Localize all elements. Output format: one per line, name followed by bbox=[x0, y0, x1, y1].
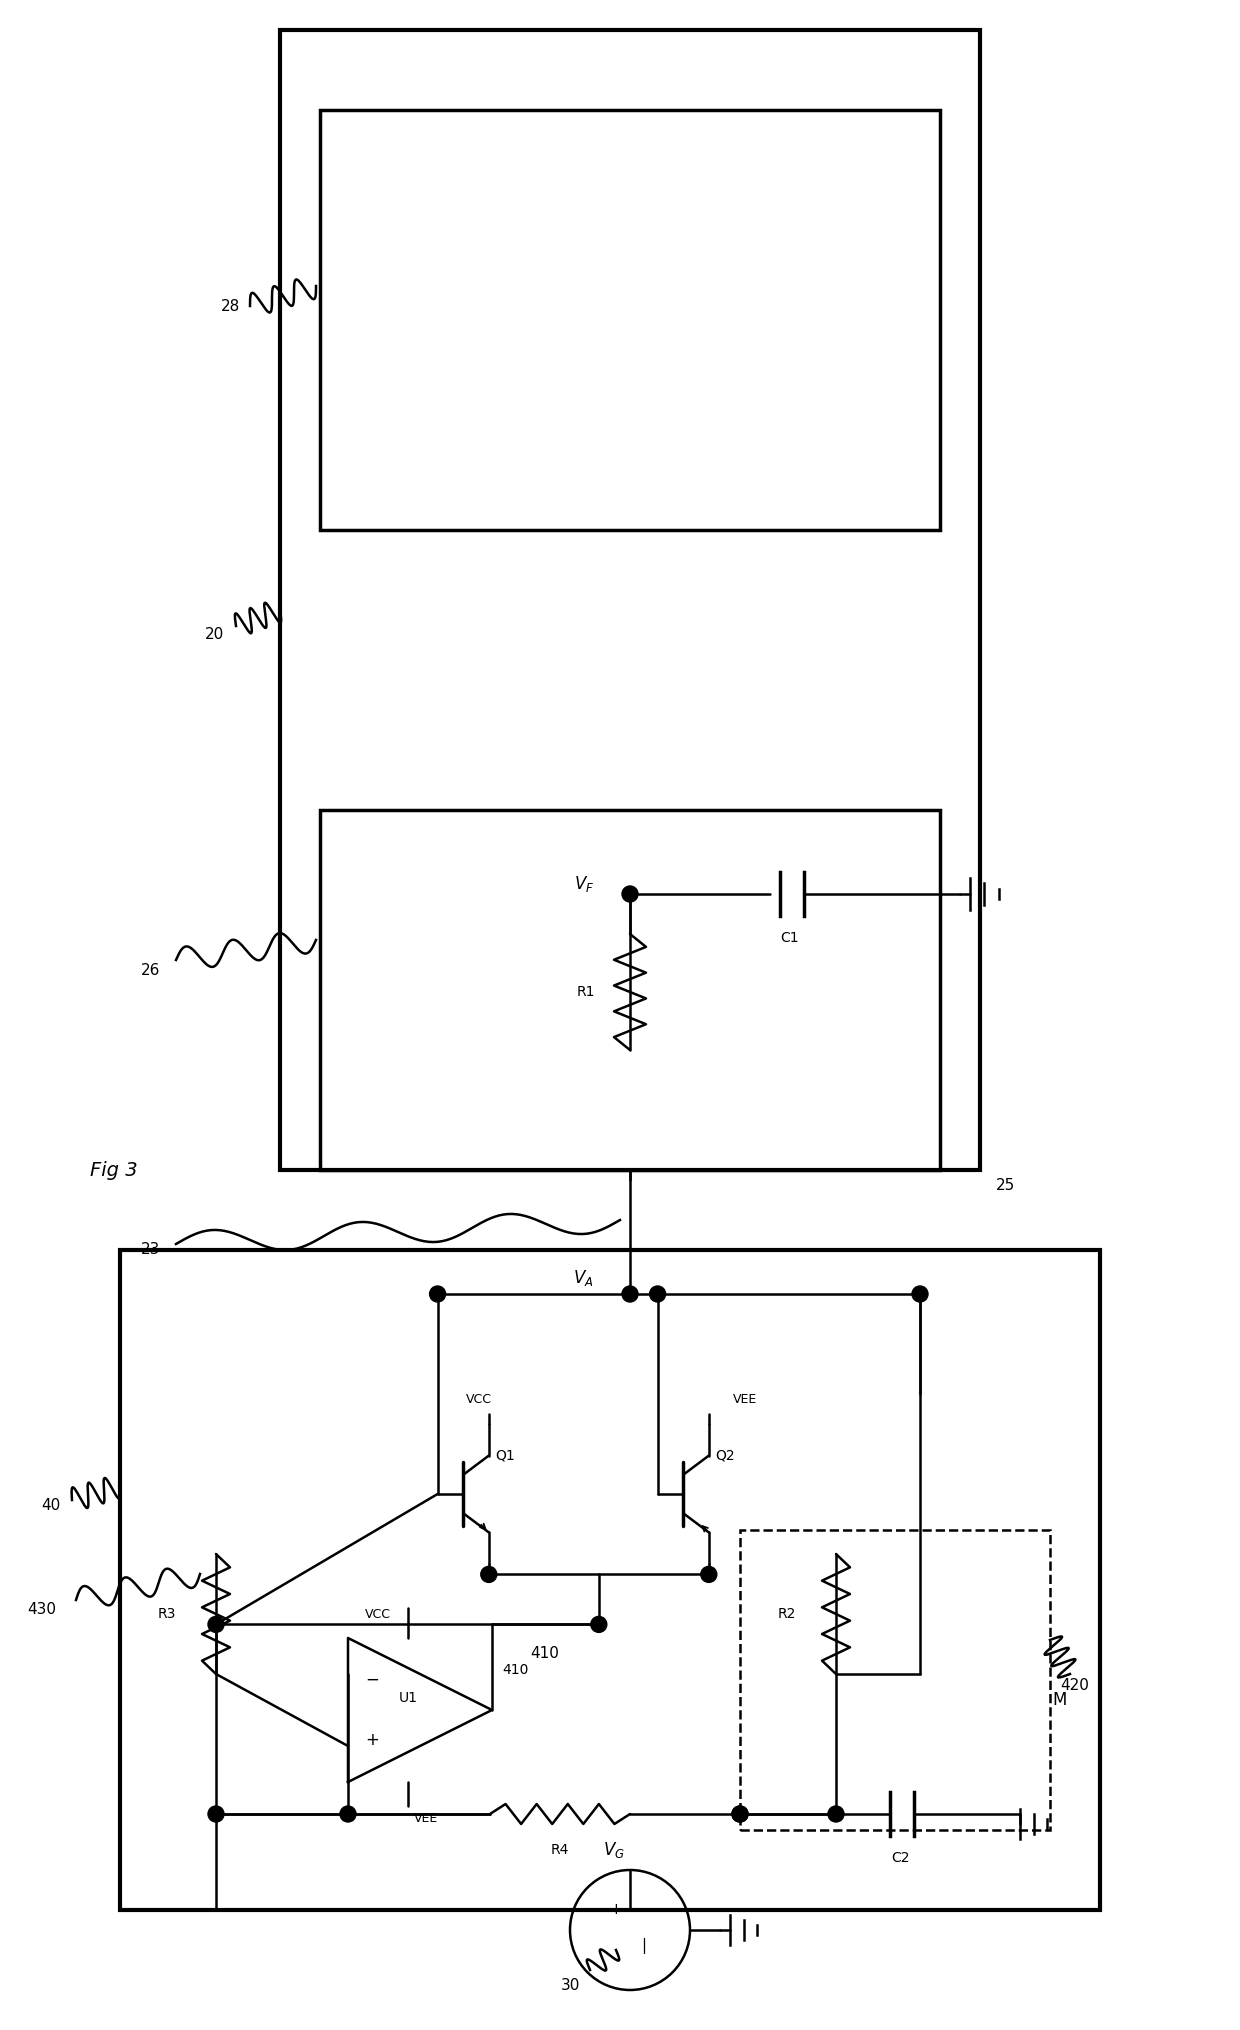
Circle shape bbox=[481, 1567, 497, 1583]
Text: −: − bbox=[365, 1671, 379, 1689]
Text: 420: 420 bbox=[1060, 1679, 1089, 1693]
Circle shape bbox=[828, 1807, 844, 1823]
Circle shape bbox=[590, 1616, 606, 1632]
Text: C1: C1 bbox=[781, 932, 800, 946]
Text: $V_A$: $V_A$ bbox=[573, 1269, 594, 1287]
Text: 40: 40 bbox=[41, 1498, 60, 1514]
Text: $V_G$: $V_G$ bbox=[603, 1839, 625, 1859]
Circle shape bbox=[732, 1807, 748, 1823]
Text: 28: 28 bbox=[221, 298, 241, 313]
Bar bbox=[120, 1250, 1100, 1910]
Circle shape bbox=[340, 1807, 356, 1823]
Text: VCC: VCC bbox=[466, 1393, 492, 1407]
Text: R4: R4 bbox=[551, 1843, 569, 1857]
Text: 26: 26 bbox=[140, 962, 160, 978]
Text: +: + bbox=[365, 1732, 379, 1750]
Circle shape bbox=[208, 1807, 224, 1823]
Circle shape bbox=[911, 1285, 928, 1301]
Text: 410: 410 bbox=[529, 1646, 559, 1661]
Circle shape bbox=[732, 1807, 748, 1823]
Bar bbox=[320, 110, 940, 530]
Text: C2: C2 bbox=[890, 1851, 909, 1866]
Text: +: + bbox=[610, 1902, 622, 1918]
Text: Q2: Q2 bbox=[715, 1449, 735, 1462]
Text: R3: R3 bbox=[157, 1608, 176, 1622]
Bar bbox=[320, 810, 940, 1169]
Circle shape bbox=[701, 1567, 717, 1583]
Text: 430: 430 bbox=[27, 1602, 56, 1618]
Text: VCC: VCC bbox=[365, 1608, 391, 1620]
Text: 30: 30 bbox=[560, 1979, 580, 1993]
Text: R1: R1 bbox=[577, 985, 595, 999]
Text: R2: R2 bbox=[777, 1608, 796, 1622]
Text: U1: U1 bbox=[398, 1691, 418, 1705]
Text: Fig 3: Fig 3 bbox=[91, 1161, 138, 1179]
Text: VEE: VEE bbox=[733, 1393, 756, 1407]
Circle shape bbox=[429, 1285, 445, 1301]
Circle shape bbox=[650, 1285, 666, 1301]
Circle shape bbox=[622, 885, 639, 901]
Text: 410: 410 bbox=[502, 1663, 528, 1677]
Text: $V_F$: $V_F$ bbox=[574, 875, 594, 893]
Circle shape bbox=[622, 1285, 639, 1301]
Text: 20: 20 bbox=[205, 627, 224, 641]
Bar bbox=[740, 1531, 1050, 1829]
Text: M: M bbox=[1053, 1691, 1068, 1709]
Text: 23: 23 bbox=[140, 1242, 160, 1257]
Text: |: | bbox=[641, 1939, 646, 1955]
Text: VEE: VEE bbox=[414, 1811, 438, 1825]
Bar bbox=[280, 30, 980, 1169]
Text: Q1: Q1 bbox=[495, 1449, 515, 1462]
Text: 25: 25 bbox=[996, 1179, 1016, 1194]
Circle shape bbox=[208, 1616, 224, 1632]
